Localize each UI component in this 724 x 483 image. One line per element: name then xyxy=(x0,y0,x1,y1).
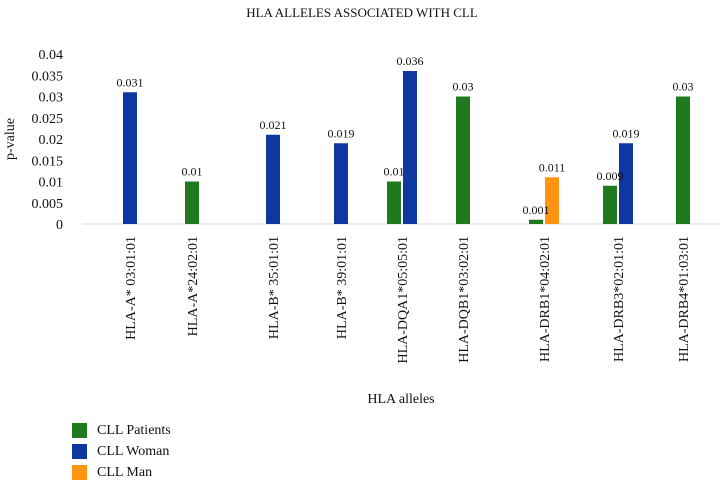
x-tick-label: HLA-B* 39:01:01 xyxy=(335,236,350,339)
legend-swatch xyxy=(72,465,87,480)
y-axis-ticks: 0 0.005 0.01 0.015 0.02 0.025 0.03 0.035 0.04 xyxy=(32,48,64,233)
legend: CLL Patients CLL Woman CLL Man xyxy=(72,420,171,483)
bar-value-label: 0.001 xyxy=(523,203,550,217)
bar-cll-woman xyxy=(403,71,417,224)
x-axis-label: HLA alleles xyxy=(367,392,434,407)
chart-title: HLA ALLELES ASSOCIATED WITH CLL xyxy=(246,5,478,20)
legend-swatch xyxy=(72,423,87,438)
bar-cll-woman xyxy=(266,134,280,224)
x-tick-label: HLA-DQB1*03:02:01 xyxy=(457,236,472,363)
y-tick-label: 0.01 xyxy=(39,176,64,191)
bar-cll-patients xyxy=(456,96,470,224)
bar-value-label: 0.011 xyxy=(539,160,566,174)
bar-cll-man xyxy=(545,177,559,224)
x-tick-label: HLA-DRB1*04:02:01 xyxy=(538,236,553,362)
bars xyxy=(123,71,690,224)
bar-value-label: 0.009 xyxy=(597,169,624,183)
bar-cll-woman xyxy=(334,143,348,224)
x-axis-tick-labels: HLA-A* 03:01:01 HLA-A*24:02:01 HLA-B* 35:0… xyxy=(124,236,692,364)
legend-item: CLL Man xyxy=(72,462,171,483)
x-tick-label: HLA-DRB3*02:01:01 xyxy=(612,236,627,362)
legend-label: CLL Patients xyxy=(97,422,171,438)
bar-value-label: 0.01 xyxy=(384,165,405,179)
bar-cll-woman xyxy=(123,92,137,224)
x-tick-label: HLA-A*24:02:01 xyxy=(186,236,201,336)
bar-cll-patients xyxy=(676,96,690,224)
y-tick-label: 0.02 xyxy=(39,133,64,148)
bar-cll-woman xyxy=(619,143,633,224)
bar-value-label: 0.03 xyxy=(453,80,474,94)
legend-item: CLL Patients xyxy=(72,420,171,441)
bar-value-label: 0.03 xyxy=(673,80,694,94)
bar-value-label: 0.031 xyxy=(117,75,144,89)
x-tick-label: HLA-A* 03:01:01 xyxy=(124,236,139,340)
legend-label: CLL Woman xyxy=(97,443,170,459)
bar-value-labels: 0.031 0.01 0.021 0.019 0.01 0.036 0.03 0.001 0.0… xyxy=(117,54,694,217)
x-tick-label: HLA-B* 35:01:01 xyxy=(267,236,282,339)
legend-label: CLL Man xyxy=(97,464,153,480)
bar-value-label: 0.019 xyxy=(328,126,355,140)
y-tick-label: 0.025 xyxy=(32,112,64,127)
bar-cll-patients xyxy=(185,181,199,224)
y-axis-label: p-value xyxy=(3,118,18,160)
bar-cll-patients xyxy=(529,219,543,224)
legend-item: CLL Woman xyxy=(72,441,171,462)
legend-swatch xyxy=(72,444,87,459)
bar-value-label: 0.01 xyxy=(182,165,203,179)
y-tick-label: 0.03 xyxy=(39,91,64,106)
bar-value-label: 0.021 xyxy=(260,118,287,132)
x-tick-label: HLA-DRB4*01:03:01 xyxy=(677,236,692,362)
bar-value-label: 0.019 xyxy=(613,126,640,140)
y-tick-label: 0.035 xyxy=(32,69,64,84)
bar-cll-patients xyxy=(603,185,617,224)
y-tick-label: 0 xyxy=(56,218,63,233)
y-tick-label: 0.04 xyxy=(39,48,64,63)
y-tick-label: 0.005 xyxy=(32,197,64,212)
bar-cll-patients xyxy=(387,181,401,224)
x-tick-label: HLA-DQA1*05:05:01 xyxy=(396,236,411,364)
y-tick-label: 0.015 xyxy=(32,154,64,169)
bar-value-label: 0.036 xyxy=(397,54,424,68)
